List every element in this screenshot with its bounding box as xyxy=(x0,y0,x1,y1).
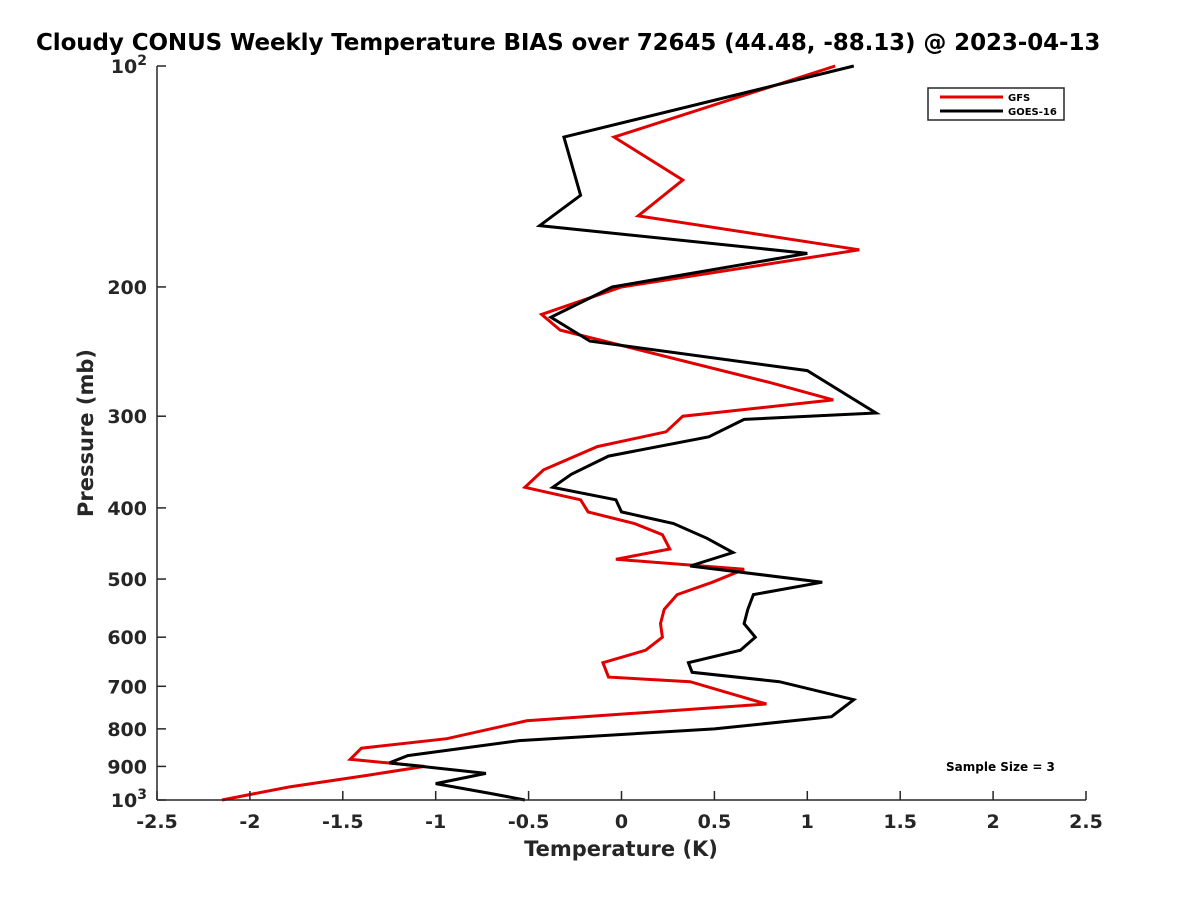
x-tick-label: 2.5 xyxy=(1069,811,1103,833)
y-tick-label: 300 xyxy=(107,406,147,428)
y-tick-label: 700 xyxy=(107,676,147,698)
x-tick-label: -0.5 xyxy=(508,811,550,833)
y-tick-label: 600 xyxy=(107,627,147,649)
x-tick-label: 1.5 xyxy=(883,811,917,833)
y-tick-label: 400 xyxy=(107,498,147,520)
x-tick-label: -2.5 xyxy=(136,811,178,833)
sample-size-annotation: Sample Size = 3 xyxy=(946,760,1055,774)
x-tick-label: 1 xyxy=(801,811,814,833)
series-layer xyxy=(221,64,881,802)
x-tick-label: -2 xyxy=(239,811,260,833)
axes-layer xyxy=(156,66,1086,801)
legend-box xyxy=(927,87,1065,121)
x-tick-label: 0 xyxy=(615,811,628,833)
legend-label-gfs: GFS xyxy=(1008,93,1030,104)
legend: GFS GOES-16 xyxy=(927,87,1065,121)
y-tick-label: 900 xyxy=(107,756,147,778)
x-tick-label: -1.5 xyxy=(322,811,364,833)
y-tick-label: 200 xyxy=(107,277,147,299)
y-tick-label: 500 xyxy=(107,569,147,591)
legend-label-goes16: GOES-16 xyxy=(1008,107,1057,118)
ticks-layer: -2.5 -2 -1.5 -1 -0.5 0 0.5 1 1.5 2 2.5 102 200 300 400… xyxy=(107,53,1103,833)
x-tick-label: 0.5 xyxy=(698,811,732,833)
chart-title: Cloudy CONUS Weekly Temperature BIAS ove… xyxy=(36,30,1101,56)
x-tick-label: -1 xyxy=(425,811,446,833)
series-line-goes16 xyxy=(388,64,881,802)
x-tick-label: 2 xyxy=(986,811,999,833)
y-tick-label: 102 xyxy=(111,53,147,78)
x-axis-label: Temperature (K) xyxy=(524,837,718,861)
y-tick-label: 800 xyxy=(107,719,147,741)
series-line-gfs xyxy=(221,64,860,802)
y-axis-label: Pressure (mb) xyxy=(74,349,98,517)
y-tick-label: 103 xyxy=(111,787,147,812)
